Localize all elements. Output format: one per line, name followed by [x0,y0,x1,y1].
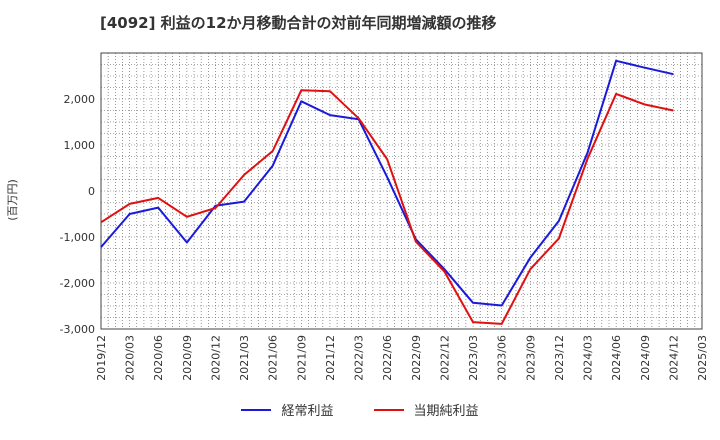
x-tick-label: 2022/03 [353,335,366,381]
y-tick-label: 1,000 [64,139,96,152]
plot-frame [100,52,703,330]
x-tick-label: 2024/09 [639,335,652,381]
y-tick-label: -1,000 [60,231,95,244]
x-axis: 2019/12 2020/03 2020/06 2020/09 2020/12 2021/… [95,335,709,381]
x-tick-label: 2020/06 [152,335,165,381]
x-tick-label: 2021/06 [267,335,280,381]
legend-item-ordinary-profit: 経常利益 [241,400,334,419]
x-tick-label: 2025/03 [696,335,709,381]
y-tick-label: -2,000 [60,277,95,290]
x-tick-label: 2021/12 [324,335,337,381]
legend-swatch-ordinary-profit [241,408,272,411]
y-axis-label: (百万円) [6,179,19,221]
legend-label-ordinary-profit: 経常利益 [281,404,334,419]
x-tick-label: 2020/12 [209,335,222,381]
x-tick-label: 2021/09 [295,335,308,381]
y-tick-label: -3,000 [60,323,95,336]
x-tick-label: 2024/06 [610,335,623,381]
x-tick-label: 2024/03 [582,335,595,381]
y-axis: -3,000 -2,000 -1,000 0 1,000 2,000 [60,93,95,336]
legend-swatch-net-profit [373,408,404,411]
chart-title: [4092] 利益の12か月移動合計の対前年同期増減額の推移 [100,14,497,32]
x-tick-label: 2020/03 [124,335,137,381]
x-tick-label: 2024/12 [667,335,680,381]
x-tick-label: 2019/12 [95,335,108,381]
x-tick-label: 2022/06 [381,335,394,381]
x-tick-label: 2023/09 [524,335,537,381]
legend-item-net-profit: 当期純利益 [373,400,479,419]
x-tick-label: 2021/03 [238,335,251,381]
y-tick-label: 0 [88,185,95,198]
y-tick-label: 2,000 [64,93,96,106]
x-tick-label: 2022/12 [438,335,451,381]
x-tick-label: 2023/06 [496,335,509,381]
x-tick-label: 2022/09 [410,335,423,381]
x-tick-label: 2020/09 [181,335,194,381]
legend: 経常利益 当期純利益 [0,400,720,419]
x-tick-label: 2023/03 [467,335,480,381]
x-tick-label: 2023/12 [553,335,566,381]
series-line-net-profit [100,89,674,325]
series [100,59,674,325]
legend-label-net-profit: 当期純利益 [413,404,479,419]
